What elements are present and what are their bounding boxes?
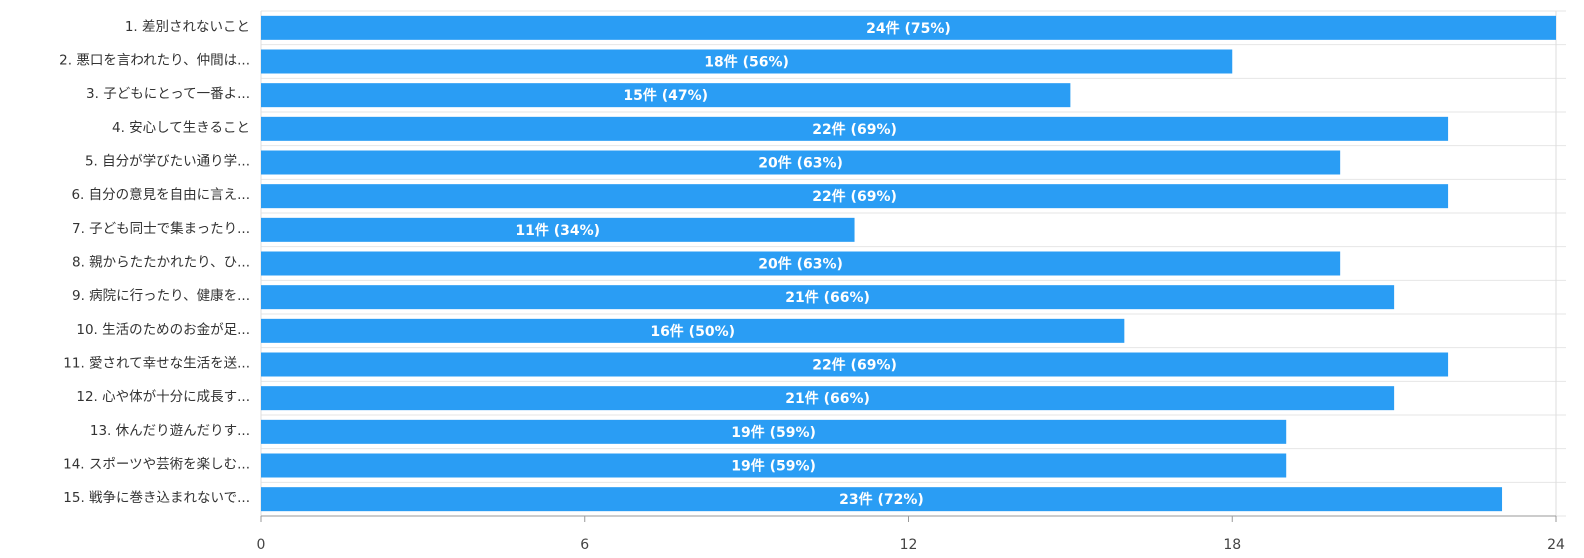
bar: [261, 419, 1287, 444]
value-label: 20件 (63%): [758, 256, 843, 273]
bar: [261, 352, 1449, 377]
value-label: 23件 (72%): [839, 491, 924, 508]
x-tick-label: 12: [900, 537, 918, 553]
category-label: 7. 子ども同士で集まったり...: [72, 221, 250, 237]
category-label: 5. 自分が学びたい通り学...: [85, 154, 250, 170]
category-label: 13. 休んだり遊んだりす...: [90, 423, 250, 439]
bar: [261, 285, 1395, 310]
x-tick-label: 0: [257, 537, 266, 553]
value-label: 20件 (63%): [758, 155, 843, 172]
bar: [261, 49, 1233, 74]
bar: [261, 184, 1449, 209]
bar: [261, 116, 1449, 141]
value-label: 18件 (56%): [704, 54, 789, 71]
category-label: 9. 病院に行ったり、健康を...: [72, 287, 250, 304]
category-label: 11. 愛されて幸せな生活を送...: [63, 356, 250, 372]
value-label: 22件 (69%): [812, 188, 897, 205]
x-tick-label: 6: [580, 537, 589, 553]
value-label: 19件 (59%): [731, 424, 816, 441]
category-label: 14. スポーツや芸術を楽しむ...: [63, 457, 250, 473]
value-label: 22件 (69%): [812, 357, 897, 374]
value-label: 16件 (50%): [650, 323, 735, 340]
value-label: 21件 (66%): [785, 289, 870, 306]
value-label: 22件 (69%): [812, 121, 897, 138]
category-label: 8. 親からたたかれたり、ひ...: [72, 255, 250, 271]
bar: [261, 251, 1341, 276]
bar: [261, 83, 1071, 108]
category-label: 3. 子どもにとって一番よ...: [86, 86, 250, 102]
bar: [261, 453, 1287, 478]
category-label: 6. 自分の意見を自由に言え...: [71, 186, 250, 203]
category-label: 10. 生活のためのお金が足...: [76, 322, 250, 338]
bar: [261, 386, 1395, 411]
x-tick-label: 18: [1223, 537, 1241, 553]
value-label: 15件 (47%): [623, 87, 708, 104]
value-label: 19件 (59%): [731, 458, 816, 475]
value-label: 21件 (66%): [785, 390, 870, 407]
bar: [261, 15, 1556, 40]
bar: [261, 318, 1125, 343]
bar: [261, 150, 1341, 175]
value-label: 11件 (34%): [515, 222, 600, 239]
bar: [261, 487, 1503, 512]
value-label: 24件 (75%): [866, 20, 951, 37]
category-label: 15. 戦争に巻き込まれないで...: [63, 490, 250, 506]
category-label: 4. 安心して生きること: [112, 120, 250, 136]
category-label: 1. 差別されないこと: [125, 19, 250, 35]
category-label: 12. 心や体が十分に成長す...: [76, 389, 250, 405]
bar: [261, 217, 855, 242]
x-tick-label: 24: [1547, 537, 1565, 553]
category-label: 2. 悪口を言われたり、仲間は...: [59, 53, 250, 69]
